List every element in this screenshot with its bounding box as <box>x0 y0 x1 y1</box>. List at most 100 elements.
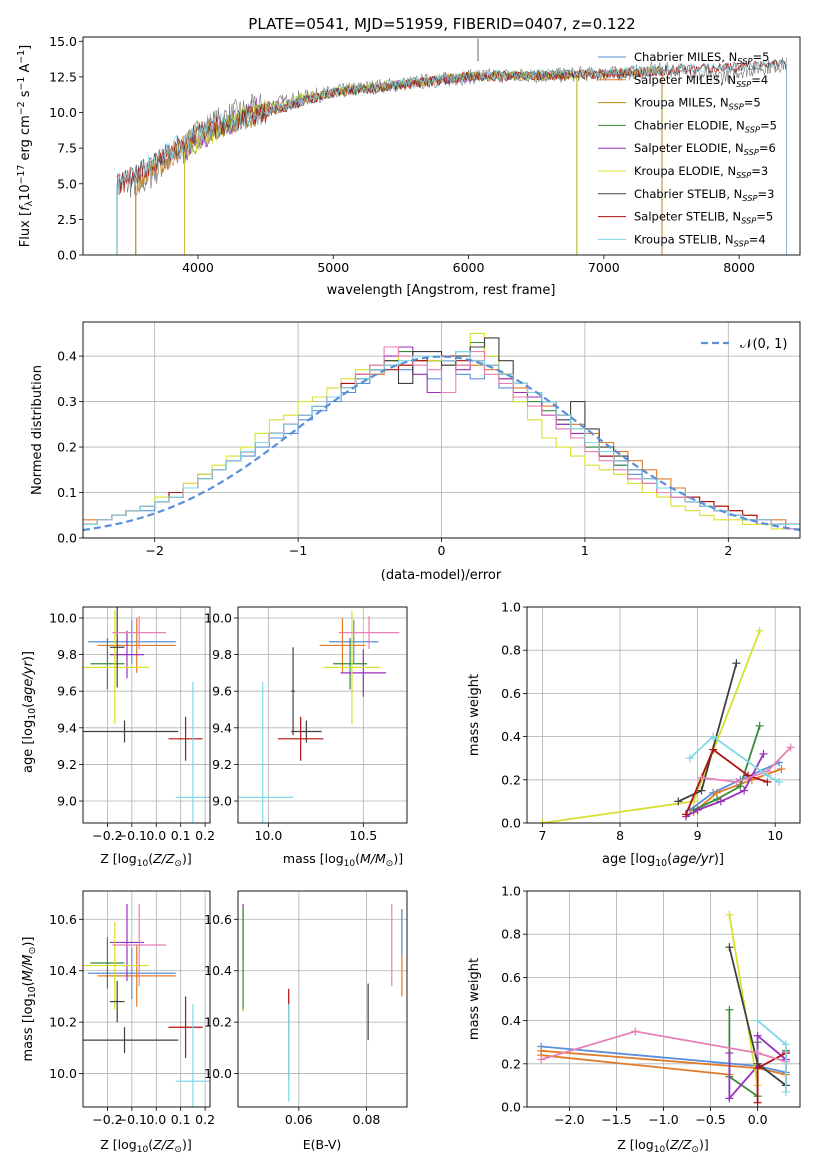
model-spectrum-line <box>116 59 787 194</box>
x-axis-label: Z [log10(Z/Z⊙)] <box>100 851 191 869</box>
age-weight-plot-area <box>538 626 795 823</box>
x-tick-label: −0.1 <box>117 828 147 843</box>
x-tick-label: 1 <box>581 543 589 558</box>
legend-label: Kroupa STELIB, NSSP=4 <box>634 232 766 248</box>
x-tick-label: 0.06 <box>285 1112 313 1127</box>
x-tick-label: 0.08 <box>353 1112 381 1127</box>
Z-weight-plot-area <box>537 910 790 1107</box>
y-tick-label: 10.4 <box>49 963 77 978</box>
x-tick-label: 0.1 <box>171 828 191 843</box>
x-axis-label: Z [log10(Z/Z⊙)] <box>617 1137 708 1155</box>
legend-label: Chabrier STELIB, NSSP=3 <box>634 187 774 203</box>
x-tick-label: −0.2 <box>92 1112 122 1127</box>
x-tick-label: 0.0 <box>146 1112 166 1127</box>
legend-label: Chabrier MILES, NSSP=5 <box>634 50 769 66</box>
y-tick-label: 9.8 <box>57 647 77 662</box>
x-tick-label: 0.1 <box>171 1112 191 1127</box>
x-tick-label: 7 <box>539 828 547 843</box>
y-tick-label: 5.0 <box>57 176 77 191</box>
weight-line <box>541 1054 730 1076</box>
y-tick-label: 9.4 <box>212 720 232 735</box>
y-tick-label: 0.0 <box>501 816 521 831</box>
x-tick-label: −0.2 <box>92 828 122 843</box>
y-tick-label: 0.8 <box>501 927 521 942</box>
residuals-panel <box>79 321 801 542</box>
x-tick-label: −1.5 <box>601 1112 631 1127</box>
y-tick-label: 7.5 <box>57 141 77 156</box>
y-tick-label: 0.2 <box>501 1056 521 1071</box>
y-tick-label: 9.6 <box>57 684 77 699</box>
y-tick-label: 0.2 <box>501 772 521 787</box>
y-tick-label: 10.2 <box>204 1015 232 1030</box>
x-tick-label: −2.0 <box>554 1112 584 1127</box>
model-spectrum-line <box>116 59 787 194</box>
x-tick-label: −0.1 <box>117 1112 147 1127</box>
y-tick-label: 10.0 <box>49 105 77 120</box>
mass-age-panel <box>234 606 408 827</box>
y-tick-label: 10.6 <box>204 912 232 927</box>
x-tick-label: 0.2 <box>195 828 215 843</box>
x-axis-label: mass [log10(M/M⊙)] <box>283 851 403 869</box>
y-tick-label: 0.0 <box>57 248 77 263</box>
y-axis-label: age [log10(age/yr)] <box>21 651 38 773</box>
y-tick-label: 0.6 <box>501 970 521 985</box>
gaussian-curve <box>83 355 800 532</box>
x-tick-label: 0.2 <box>195 1112 215 1127</box>
x-tick-label: −1 <box>289 543 307 558</box>
weight-line <box>540 1030 787 1063</box>
x-tick-label: 8 <box>616 828 624 843</box>
x-tick-label: −1.0 <box>648 1112 678 1127</box>
y-axis-label: mass weight <box>467 674 482 756</box>
x-tick-label: 10.0 <box>254 828 282 843</box>
y-tick-label: 10.0 <box>204 1066 232 1081</box>
legend-label: Chabrier ELODIE, NSSP=5 <box>634 118 777 134</box>
y-tick-label: 9.2 <box>212 757 232 772</box>
y-tick-label: 10.2 <box>49 1015 77 1030</box>
Z-age-frame <box>82 606 211 824</box>
x-axis-label: wavelength [Angstrom, rest frame] <box>327 283 556 298</box>
y-tick-label: 9.4 <box>57 720 77 735</box>
y-tick-label: 10.0 <box>49 1066 77 1081</box>
legend-label: Salpeter ELODIE, NSSP=6 <box>634 141 776 157</box>
x-tick-label: −0.5 <box>695 1112 725 1127</box>
x-tick-label: 4000 <box>182 260 214 275</box>
weight-line <box>728 914 759 1086</box>
x-axis-label: (data-model)/error <box>381 568 502 583</box>
weight-line <box>701 746 792 783</box>
x-tick-label: 7000 <box>588 260 620 275</box>
y-tick-label: 0.2 <box>57 440 77 455</box>
residuals-plot-area <box>83 332 800 532</box>
y-tick-label: 0.0 <box>57 531 77 546</box>
y-tick-label: 0.6 <box>501 686 521 701</box>
y-tick-label: 0.3 <box>57 394 77 409</box>
y-tick-label: 15.0 <box>49 34 77 49</box>
y-tick-label: 2.5 <box>57 212 77 227</box>
legend-label: 𝒩(0, 1) <box>740 337 787 352</box>
y-tick-label: 9.2 <box>57 757 77 772</box>
x-tick-label: 2 <box>724 543 732 558</box>
x-tick-label: −2 <box>145 543 163 558</box>
y-tick-label: 10.0 <box>204 610 232 625</box>
x-axis-label: age [log10(age/yr)] <box>602 852 724 869</box>
x-tick-label: 5000 <box>317 260 349 275</box>
histogram-step <box>83 332 800 530</box>
legend-label: Kroupa ELODIE, NSSP=3 <box>634 164 768 180</box>
EBV-mass-plot-area <box>242 903 403 1102</box>
y-tick-label: 9.0 <box>57 794 77 809</box>
x-tick-label: 0.0 <box>146 828 166 843</box>
y-tick-label: 9.6 <box>212 684 232 699</box>
EBV-mass-frame <box>237 890 408 1108</box>
y-tick-label: 1.0 <box>501 600 521 615</box>
legend-label: Salpeter STELIB, NSSP=5 <box>634 210 773 226</box>
legend-label: Salpeter MILES, NSSP=4 <box>634 73 768 89</box>
y-tick-label: 10.0 <box>49 610 77 625</box>
spectrum-plot-area <box>116 38 787 255</box>
x-tick-label: 8000 <box>723 260 755 275</box>
Z-age-plot-area <box>83 607 210 823</box>
x-tick-label: 0 <box>438 543 446 558</box>
y-tick-label: 12.5 <box>49 69 77 84</box>
y-tick-label: 0.4 <box>501 1013 521 1028</box>
spectrum-panel <box>79 36 801 259</box>
Z-weight-panel <box>523 890 801 1111</box>
